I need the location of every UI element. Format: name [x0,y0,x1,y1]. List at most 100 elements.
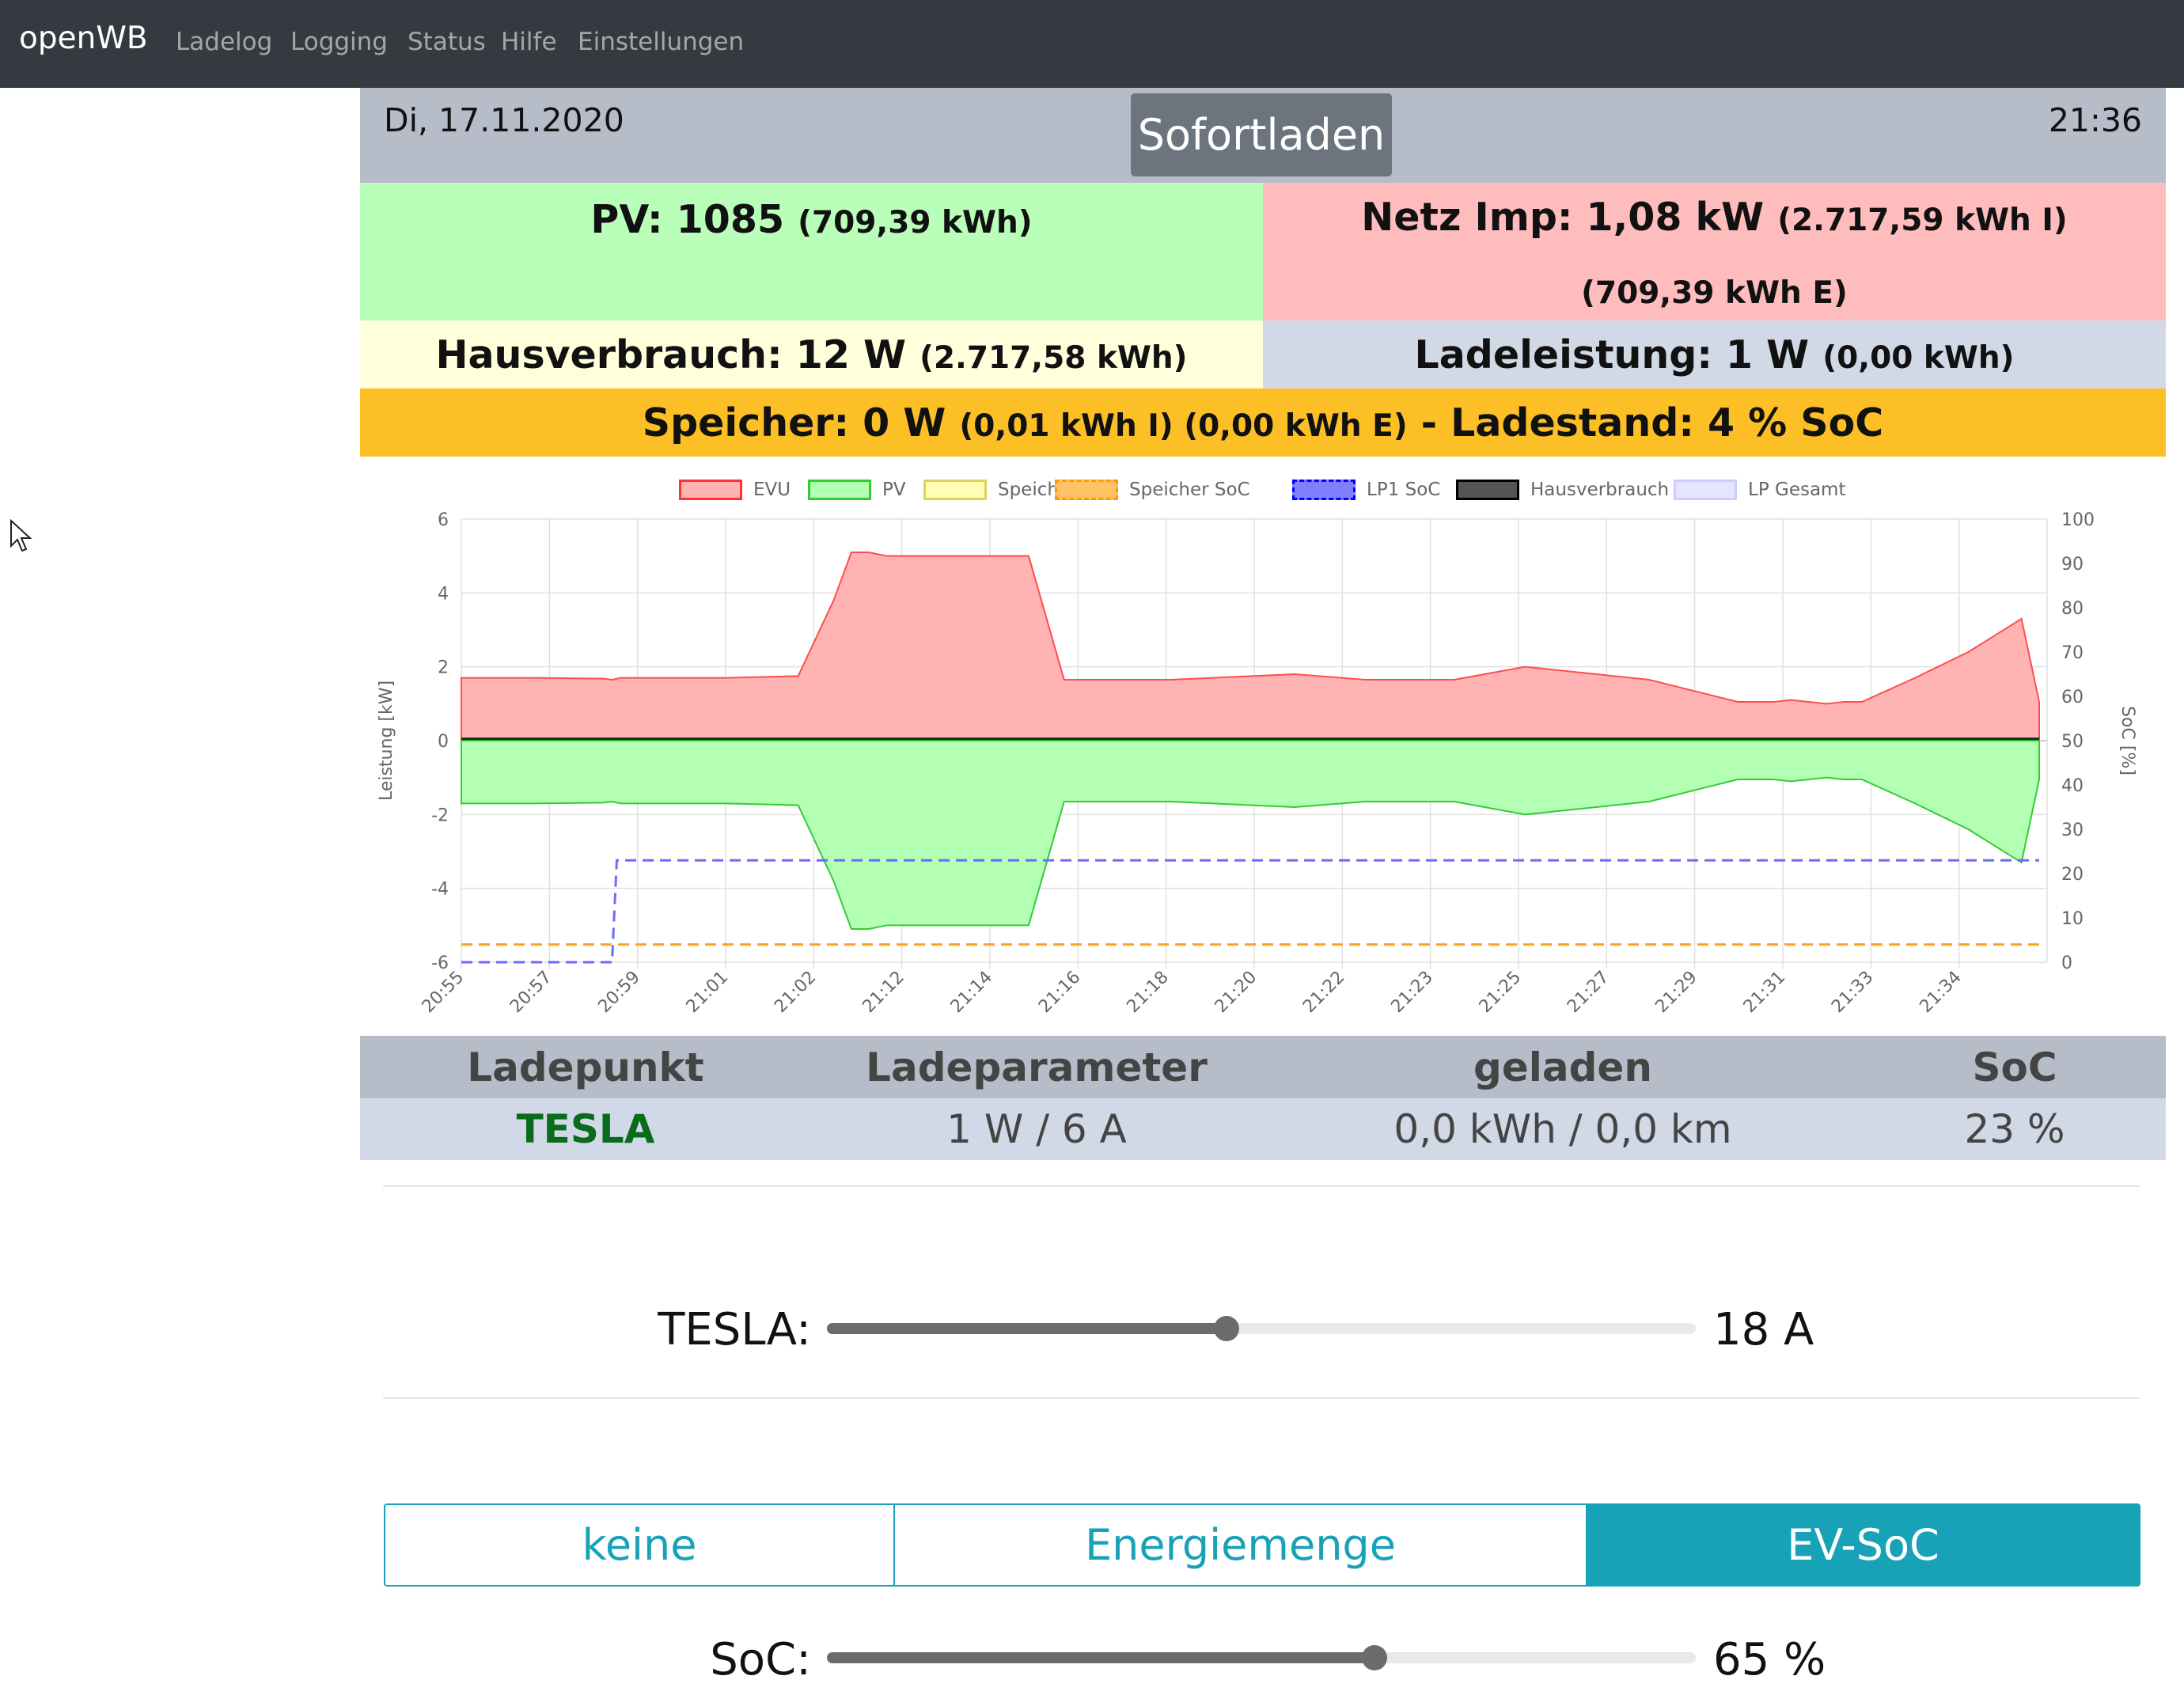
col-geladen: geladen [1473,1044,1652,1090]
legend-label: LP1 SoC [1367,480,1441,500]
current-slider[interactable] [827,1316,1696,1341]
ladeleistung-info: Ladeleistung: 1 W (0,00 kWh) [1263,320,2166,389]
legend-label: PV [882,480,906,500]
y-left-tick-label: 2 [438,658,449,678]
current-slider-label: TESLA: [658,1304,811,1355]
x-tick-label: 21:12 [859,968,908,1018]
legend-label: Hausverbrauch [1530,480,1670,500]
x-tick-label: 20:57 [506,968,556,1018]
y-right-tick-label: 30 [2061,821,2084,840]
power-chart: EVU PV Speicher Speicher SoC LP1 SoC Hausverb… [360,467,2166,1029]
legend-item[interactable]: LP1 SoC [1292,480,1440,500]
speicher-soc-label: - Ladestand: 4 % SoC [1420,400,1884,445]
nav-link-logging[interactable]: Logging [290,28,388,56]
netz-detail: (2.717,59 kWh I) (709,39 kWh E) [1581,203,2068,311]
soc-slider-label: SoC: [710,1634,811,1685]
brand-logo[interactable]: openWB [19,21,148,56]
soc-slider[interactable] [827,1645,1696,1670]
pv-info: PV: 1085 (709,39 kWh) [360,183,1263,320]
y-right-tick-label: 60 [2061,688,2084,707]
haus-detail: (2.717,58 kWh) [919,339,1188,376]
charge-mode-button[interactable]: Sofortladen [1131,93,1392,176]
y-right-tick-label: 50 [2061,732,2084,752]
nav-link-ladelog[interactable]: Ladelog [176,28,273,56]
legend-swatch [923,480,987,500]
legend-swatch [808,480,871,500]
soc-value: 23 % [1964,1106,2065,1152]
y-right-tick-label: 100 [2061,510,2095,530]
nav-link-hilfe[interactable]: Hilfe [501,28,557,56]
navbar: openWB Ladelog Logging Status Hilfe Eins… [0,0,2184,88]
legend-label: EVU [753,480,791,500]
y-right-tick-label: 20 [2061,865,2084,885]
speicher-detail: (0,01 kWh I) (0,00 kWh E) [959,408,1408,444]
legend-label: LP Gesamt [1748,480,1846,500]
netz-label: Netz Imp: 1,08 kW [1361,195,1765,240]
y-left-tick-label: 0 [438,732,449,752]
legend-item[interactable]: EVU [679,480,791,500]
limit-button-group: keine Energiemenge EV-SoC [384,1503,2140,1587]
limit-energiemenge-button[interactable]: Energiemenge [895,1503,1587,1587]
y-left-tick-label: -2 [431,806,449,825]
legend-item[interactable]: LP Gesamt [1674,480,1845,500]
soc-slider-value: 65 % [1713,1634,1826,1685]
current-date: Di, 17.11.2020 [384,101,624,139]
ladepunkt-name: TESLA [516,1106,655,1152]
y-right-tick-label: 70 [2061,643,2084,663]
x-tick-label: 21:23 [1387,968,1437,1018]
limit-ev-soc-button[interactable]: EV-SoC [1587,1503,2140,1587]
x-tick-label: 21:01 [683,968,733,1018]
y-right-axis-title: SoC [%] [2118,706,2137,775]
haus-label: Hausverbrauch: 12 W [435,332,907,377]
lade-detail: (0,00 kWh) [1822,339,2015,376]
y-right-tick-label: 90 [2061,555,2084,574]
legend-swatch [679,480,742,500]
x-tick-label: 21:34 [1916,968,1966,1018]
x-tick-label: 21:31 [1740,968,1790,1018]
nav-link-einstellungen[interactable]: Einstellungen [578,28,745,56]
lade-label: Ladeleistung: 1 W [1414,332,1810,377]
legend-item[interactable]: PV [808,480,906,500]
legend-item[interactable]: Hausverbrauch [1456,480,1669,500]
col-ladeparameter: Ladeparameter [866,1044,1208,1090]
current-slider-value: 18 A [1713,1304,1814,1355]
legend-swatch [1674,480,1737,500]
pv-area [461,740,2040,930]
y-left-tick-label: -6 [431,954,449,973]
x-tick-label: 21:14 [947,968,997,1018]
y-right-tick-label: 40 [2061,776,2084,796]
x-tick-label: 21:27 [1564,968,1613,1018]
col-ladepunkt: Ladepunkt [467,1044,704,1090]
divider [383,1397,2140,1399]
ladepunkt-table-header: Ladepunkt Ladeparameter geladen SoC [360,1036,2166,1098]
pv-detail: (709,39 kWh) [798,205,1033,241]
pv-label: PV: 1085 [590,197,785,242]
x-tick-label: 20:55 [419,968,468,1018]
netz-info: Netz Imp: 1,08 kW (2.717,59 kWh I) (709,… [1263,183,2166,320]
y-right-tick-label: 80 [2061,599,2084,619]
lp1-soc-line [461,859,2039,964]
evu-area [461,552,2040,741]
y-left-tick-label: 4 [438,584,449,604]
x-tick-label: 21:29 [1651,968,1701,1018]
current-slider-thumb[interactable] [1214,1316,1240,1341]
current-time: 21:36 [2048,101,2142,139]
nav-link-status[interactable]: Status [408,28,486,56]
legend-swatch [1456,480,1519,500]
y-left-tick-label: -4 [431,880,449,900]
legend-item[interactable]: Speicher SoC [1055,480,1250,500]
y-right-tick-label: 10 [2061,909,2084,929]
soc-slider-thumb[interactable] [1361,1645,1387,1670]
legend-swatch [1055,480,1118,500]
legend-swatch [1292,480,1356,500]
soc-slider-fill [827,1652,1374,1663]
x-tick-label: 21:22 [1299,968,1349,1018]
limit-keine-button[interactable]: keine [384,1503,895,1587]
hausverbrauch-info: Hausverbrauch: 12 W (2.717,58 kWh) [360,320,1263,389]
mouse-cursor-icon [10,519,32,552]
geladen-value: 0,0 kWh / 0,0 km [1393,1106,1732,1152]
speicher-label: Speicher: 0 W [642,400,946,445]
table-row[interactable]: TESLA 1 W / 6 A 0,0 kWh / 0,0 km 23 % [360,1098,2166,1160]
x-tick-label: 21:25 [1476,968,1526,1018]
